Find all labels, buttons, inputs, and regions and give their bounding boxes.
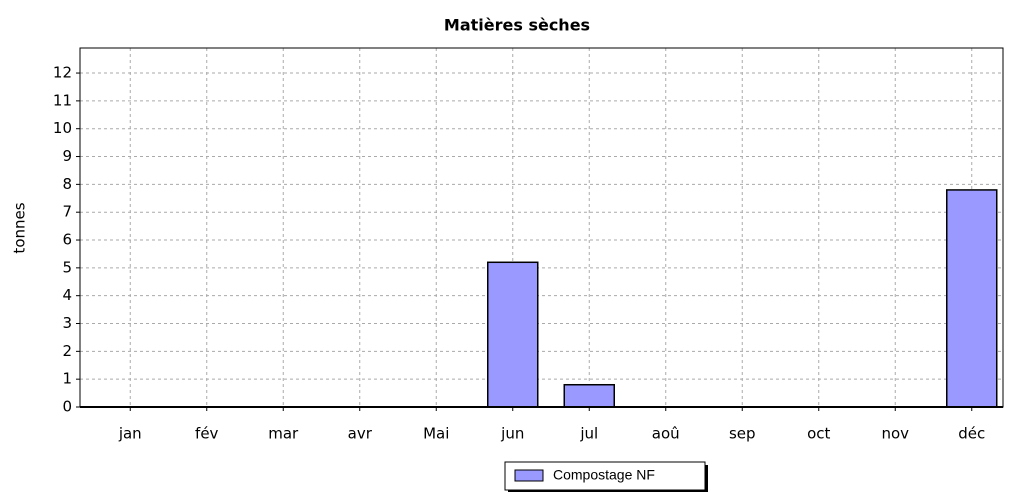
x-tick-label: avr	[348, 425, 373, 443]
y-tick-label: 3	[62, 314, 72, 332]
y-tick-label: 4	[62, 286, 72, 304]
x-tick-label: jun	[500, 425, 524, 443]
x-tick-label: sep	[729, 425, 756, 443]
bar	[563, 383, 615, 408]
x-tick-label: fév	[195, 425, 219, 443]
x-tick-label: jan	[118, 425, 142, 443]
legend-box	[504, 461, 706, 491]
legend-swatch	[514, 469, 544, 482]
legend-text: Compostage NF	[553, 467, 655, 483]
y-axis-label: tonnes	[11, 202, 29, 253]
y-tick-label: 9	[62, 147, 72, 165]
y-tick-label: 11	[53, 91, 72, 109]
x-tick-label: jul	[579, 425, 598, 443]
x-tick-label: oct	[807, 425, 830, 443]
x-tick-label: aoû	[652, 425, 680, 443]
bar	[946, 189, 998, 408]
y-tick-label: 6	[62, 231, 72, 249]
x-tick-label: Mai	[423, 425, 449, 443]
chart-title: Matières sèches	[444, 16, 590, 35]
y-tick-label: 8	[62, 175, 72, 193]
plot-area	[80, 48, 1003, 407]
x-tick-label: nov	[881, 425, 909, 443]
y-tick-label: 2	[62, 342, 72, 360]
y-tick-label: 7	[62, 203, 72, 221]
bar	[487, 261, 539, 408]
x-tick-label: mar	[268, 425, 299, 443]
y-tick-label: 0	[62, 398, 72, 416]
y-tick-label: 10	[53, 119, 72, 137]
x-tick-label: déc	[958, 425, 985, 443]
y-tick-label: 1	[62, 370, 72, 388]
y-tick-label: 5	[62, 258, 72, 276]
y-tick-label: 12	[53, 64, 72, 82]
